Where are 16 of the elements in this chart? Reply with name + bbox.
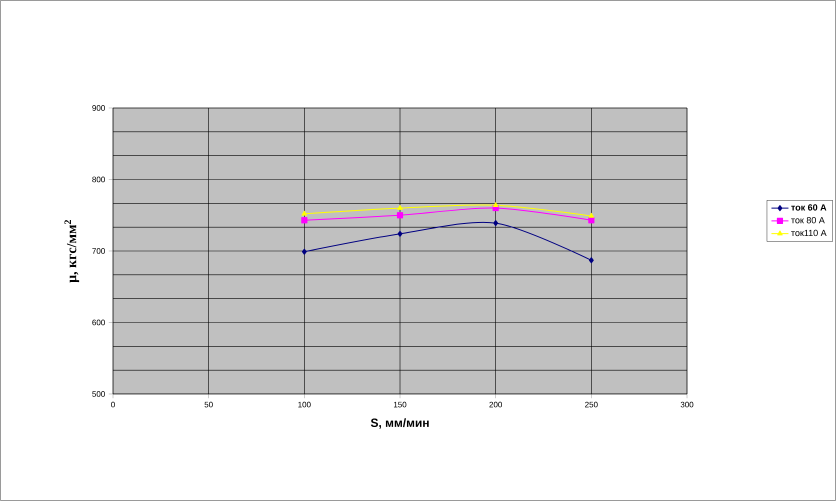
point (397, 205, 403, 210)
legend-label: ток110 А (791, 230, 827, 236)
point (493, 220, 498, 226)
point (396, 212, 404, 218)
point (588, 257, 594, 264)
legend-label: ток 60 А (791, 204, 826, 211)
x-axis-title: S, мм/мин (370, 418, 429, 429)
y-axis-title: μ, кгс/мм$^{2}$ (64, 220, 80, 283)
point (302, 248, 307, 255)
point (588, 217, 594, 224)
point (301, 217, 308, 224)
legend-label: ток 80 А (791, 217, 825, 224)
point (398, 230, 402, 237)
point (302, 210, 308, 216)
point (492, 202, 498, 208)
point (588, 212, 594, 218)
